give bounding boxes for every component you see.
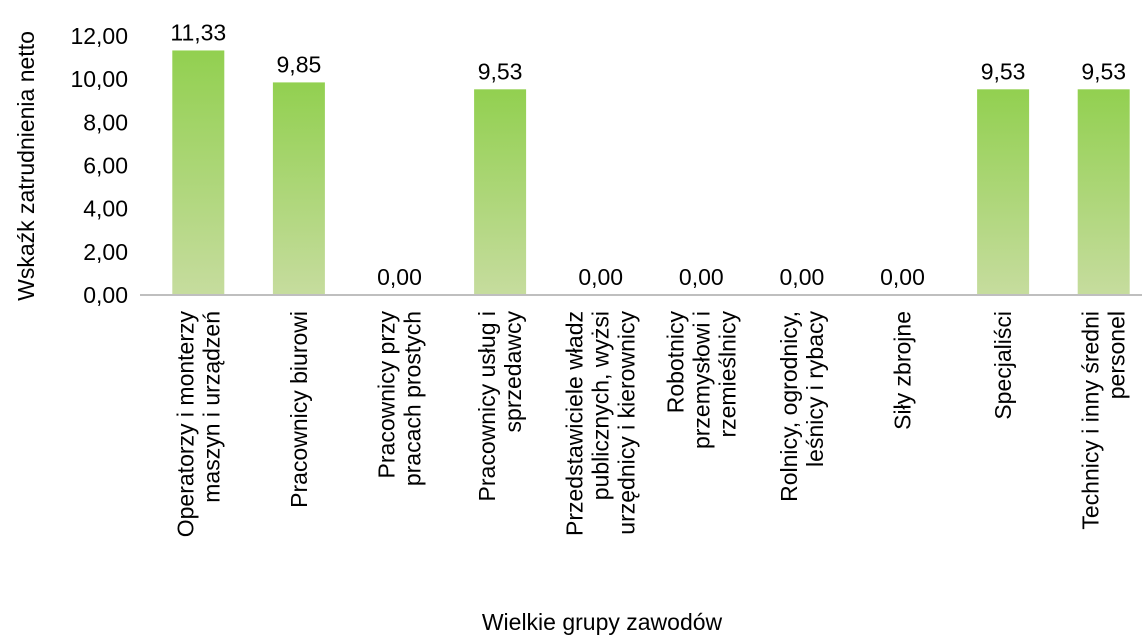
x-tick-label: Przedstawiciele władzpublicznych, wyżsiu… xyxy=(562,311,640,536)
data-label: 0,00 xyxy=(880,264,925,290)
x-tick-label: Pracownicy usług isprzedawcy xyxy=(474,311,526,502)
x-tick-label-przedstawiciele-wladz-publicznych-wyzsi-urzednicy-i-kierownicy: Przedstawiciele władzpublicznych, wyżsiu… xyxy=(562,311,640,536)
x-tick-label-line: Rolnicy, ogrodnicy, xyxy=(776,311,802,502)
data-label: 9,53 xyxy=(478,58,523,84)
data-label: 0,00 xyxy=(679,264,724,290)
y-axis-ticks: 0,00 2,00 4,00 6,00 8,00 10,00 12,00 xyxy=(70,23,128,308)
x-tick-label-line: przemysłowi i xyxy=(688,311,714,449)
x-tick-label: Pracownicy biurowi xyxy=(286,311,312,508)
x-tick-label-rolnicy-ogrodnicy-lesnicy-i-rybacy: Rolnicy, ogrodnicy,leśnicy i rybacy xyxy=(776,311,828,502)
y-tick-label: 12,00 xyxy=(70,23,128,49)
x-tick-label-pracownicy-przy-pracach-prostych: Pracownicy przypracach prostych xyxy=(374,311,426,487)
x-tick-label-line: Robotnicy xyxy=(662,311,688,414)
x-tick-label-line: Specjaliści xyxy=(990,311,1016,420)
bars xyxy=(172,50,1130,296)
bar-specjalisci xyxy=(977,89,1030,295)
x-tick-label-line: urzędnicy i kierownicy xyxy=(614,311,640,535)
x-tick-label-line: Pracownicy biurowi xyxy=(286,311,312,508)
x-tick-label: Robotnicyprzemysłowi irzemieślnicy xyxy=(662,311,740,450)
x-tick-label-line: Siły zbrojne xyxy=(890,311,916,430)
bar-pracownicy-uslug-i-sprzedawcy xyxy=(474,89,527,295)
y-tick-label: 4,00 xyxy=(83,196,128,222)
x-tick-label: Siły zbrojne xyxy=(890,311,916,430)
x-tick-label-line: publicznych, wyżsi xyxy=(588,311,614,500)
bar-technicy-i-inny-sredni-personel xyxy=(1077,89,1130,295)
x-tick-label-technicy-i-inny-sredni-personel: Technicy i inny średnipersonel xyxy=(1078,311,1130,530)
bar-operatorzy-i-monterzy-maszyn-i-urzadzen xyxy=(172,50,225,296)
x-tick-label-sily-zbrojne: Siły zbrojne xyxy=(890,311,916,430)
data-label: 11,33 xyxy=(170,19,226,45)
y-tick-label: 8,00 xyxy=(83,109,128,135)
x-tick-label-line: Pracownicy przy xyxy=(374,311,400,479)
data-label: 9,53 xyxy=(1081,58,1126,84)
x-tick-label: Rolnicy, ogrodnicy,leśnicy i rybacy xyxy=(776,311,828,502)
x-tick-label-operatorzy-i-monterzy-maszyn-i-urzadzen: Operatorzy i monterzymaszyn i urządzeń xyxy=(172,311,224,538)
bar-pracownicy-biurowi xyxy=(272,82,325,295)
x-tick-label-robotnicy-przemyslowi-i-rzemieslnicy: Robotnicyprzemysłowi irzemieślnicy xyxy=(662,311,740,450)
x-axis-category-labels: Operatorzy i monterzymaszyn i urządzeń Pr… xyxy=(172,311,1129,538)
data-label: 0,00 xyxy=(578,264,623,290)
data-label: 0,00 xyxy=(377,264,422,290)
x-tick-label-line: leśnicy i rybacy xyxy=(802,311,828,467)
y-tick-label: 0,00 xyxy=(83,282,128,308)
x-tick-label-line: pracach prostych xyxy=(400,311,426,486)
y-tick-label: 2,00 xyxy=(83,239,128,265)
x-axis-title: Wielkie grupy zawodów xyxy=(482,609,723,635)
x-tick-label-line: rzemieślnicy xyxy=(714,311,740,438)
x-tick-label: Technicy i inny średnipersonel xyxy=(1078,311,1130,530)
data-label: 0,00 xyxy=(780,264,825,290)
data-labels: 11,33 9,85 0,00 9,53 0,00 0,00 0,00 0,00 9,53 9,5… xyxy=(170,19,1126,290)
x-tick-label-line: Pracownicy usług i xyxy=(474,311,500,501)
data-label: 9,53 xyxy=(981,58,1026,84)
x-tick-label: Operatorzy i monterzymaszyn i urządzeń xyxy=(172,311,224,538)
x-tick-label-line: sprzedawcy xyxy=(500,311,526,433)
x-tick-label-line: Technicy i inny średni xyxy=(1078,311,1104,530)
y-tick-label: 6,00 xyxy=(83,153,128,179)
x-tick-label-specjalisci: Specjaliści xyxy=(990,311,1016,420)
x-tick-label-pracownicy-uslug-i-sprzedawcy: Pracownicy usług isprzedawcy xyxy=(474,311,526,502)
x-tick-label-line: maszyn i urządzeń xyxy=(198,311,224,503)
x-tick-label-line: personel xyxy=(1104,311,1130,399)
x-tick-label-pracownicy-biurowi: Pracownicy biurowi xyxy=(286,311,312,508)
data-label: 9,85 xyxy=(277,51,322,77)
x-tick-label-line: Przedstawiciele władz xyxy=(562,311,588,536)
x-tick-label: Specjaliści xyxy=(990,311,1016,420)
x-tick-label-line: Operatorzy i monterzy xyxy=(172,311,198,538)
y-axis-title: Wskaźk zatrudnienia netto xyxy=(13,31,39,301)
x-tick-label: Pracownicy przypracach prostych xyxy=(374,311,426,487)
y-tick-label: 10,00 xyxy=(70,66,128,92)
